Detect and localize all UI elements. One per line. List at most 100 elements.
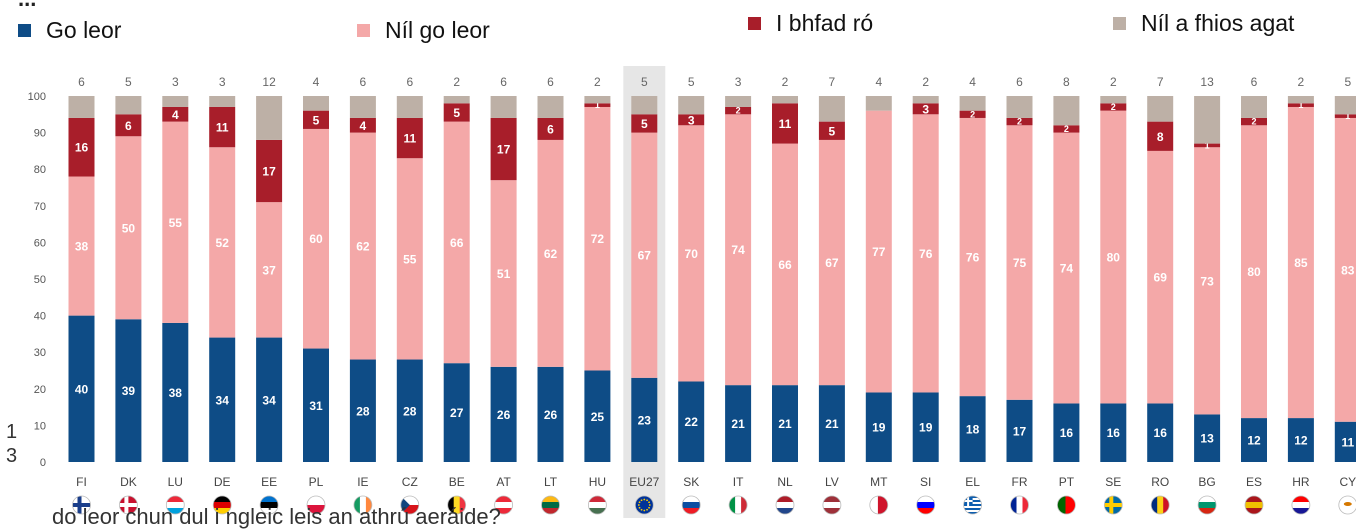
data-label: 62 bbox=[544, 247, 558, 261]
bar-segment-mt-0 bbox=[865, 392, 892, 462]
x-tick-label: CY bbox=[1339, 475, 1356, 489]
flag-icon-at bbox=[494, 495, 514, 515]
x-tick-label: RO bbox=[1151, 475, 1169, 489]
bar-segment-bg-2 bbox=[1194, 143, 1221, 148]
data-label: 5 bbox=[641, 117, 648, 131]
bar-segment-es-2 bbox=[1241, 117, 1267, 126]
flag-icon-es bbox=[1244, 495, 1264, 515]
data-label: 74 bbox=[731, 243, 745, 257]
data-label: 21 bbox=[731, 417, 745, 431]
bar-segment-hu-2 bbox=[584, 103, 611, 107]
flag-icon-pt bbox=[1057, 495, 1076, 515]
x-tick-label: NL bbox=[777, 475, 793, 489]
data-label: 16 bbox=[1060, 426, 1074, 440]
dont-know-label: 2 bbox=[594, 75, 601, 89]
bar-segment-si-3 bbox=[912, 96, 939, 104]
data-label: 12 bbox=[1247, 434, 1261, 448]
data-label: 12 bbox=[1294, 434, 1308, 448]
flag-icon-ro bbox=[1150, 495, 1170, 515]
bar-segment-bg-1 bbox=[1194, 147, 1221, 415]
bar-segment-cy-1 bbox=[1334, 117, 1356, 422]
bar-segment-fr-1 bbox=[1006, 125, 1033, 400]
bar-segment-es-1 bbox=[1241, 125, 1267, 419]
y-tick-label: 10 bbox=[34, 420, 46, 432]
bar-segment-cy-2 bbox=[1334, 114, 1356, 118]
bar-segment-eu27-0 bbox=[631, 377, 658, 462]
data-label: 70 bbox=[685, 247, 699, 261]
bar-segment-hr-2 bbox=[1287, 103, 1314, 107]
x-tick-label: AT bbox=[496, 475, 511, 489]
bar-segment-pl-3 bbox=[303, 96, 329, 111]
bar-segment-at-2 bbox=[490, 117, 517, 181]
data-label: 2 bbox=[1111, 102, 1116, 112]
bar-segment-cz-2 bbox=[396, 117, 423, 159]
dont-know-label: 4 bbox=[313, 75, 320, 89]
bar-segment-mt-1 bbox=[865, 110, 892, 393]
data-label: 6 bbox=[125, 119, 132, 133]
bar-segment-ie-2 bbox=[349, 117, 376, 133]
bar-segment-pl-0 bbox=[303, 348, 329, 462]
bar-segment-es-0 bbox=[1241, 418, 1267, 462]
flag-icon-bg bbox=[1197, 495, 1217, 515]
x-tick-label: PT bbox=[1059, 475, 1075, 489]
data-label: 67 bbox=[825, 256, 839, 270]
flag-icon-eu27 bbox=[634, 495, 654, 515]
bar-segment-se-3 bbox=[1100, 96, 1127, 104]
bar-segment-el-1 bbox=[959, 117, 986, 397]
data-label: 21 bbox=[825, 417, 839, 431]
data-label: 51 bbox=[497, 267, 511, 281]
dont-know-label: 13 bbox=[1200, 75, 1214, 89]
bar-segment-sk-3 bbox=[678, 96, 705, 115]
bar-segment-ie-0 bbox=[349, 359, 376, 462]
dont-know-label: 6 bbox=[406, 75, 413, 89]
bar-segment-bg-0 bbox=[1194, 414, 1221, 462]
legend-item-nil-go-leor: Níl go leor bbox=[357, 17, 490, 44]
data-label: 1 bbox=[1345, 111, 1350, 121]
flag-icon-si bbox=[916, 495, 936, 515]
bar-segment-lv-2 bbox=[818, 121, 845, 140]
data-label: 34 bbox=[262, 393, 276, 407]
bar-segment-si-0 bbox=[912, 392, 939, 462]
data-label: 3 bbox=[688, 113, 695, 127]
bar-segment-es-3 bbox=[1241, 96, 1267, 118]
flag-icon-mt bbox=[869, 495, 889, 515]
dont-know-label: 2 bbox=[1110, 75, 1117, 89]
data-label: 5 bbox=[829, 124, 836, 138]
bar-segment-at-0 bbox=[490, 366, 517, 462]
x-tick-label: HR bbox=[1292, 475, 1310, 489]
flag-icon-hu bbox=[588, 495, 607, 515]
bar-segment-it-1 bbox=[725, 114, 752, 386]
bar-segment-hu-0 bbox=[584, 370, 611, 462]
bar-segment-eu27-2 bbox=[631, 114, 658, 133]
bar-segment-hr-0 bbox=[1287, 418, 1314, 462]
data-label: 11 bbox=[216, 121, 229, 135]
data-label: 38 bbox=[169, 386, 183, 400]
data-label: 62 bbox=[356, 240, 370, 254]
data-label: 31 bbox=[309, 399, 323, 413]
data-label: 40 bbox=[75, 382, 89, 396]
data-label: 76 bbox=[966, 251, 980, 265]
bar-segment-at-3 bbox=[490, 96, 517, 118]
bar-segment-lu-0 bbox=[162, 322, 189, 462]
flag-icon-nl bbox=[775, 495, 795, 515]
bar-segment-pl-1 bbox=[303, 128, 329, 349]
bar-segment-dk-1 bbox=[115, 136, 142, 320]
y-tick-label: 40 bbox=[34, 311, 46, 323]
bar-segment-nl-1 bbox=[772, 143, 798, 386]
bar-segment-ee-3 bbox=[256, 96, 283, 140]
data-label: 2 bbox=[1251, 117, 1256, 127]
data-label: 1 bbox=[1298, 100, 1303, 110]
y-tick-label: 20 bbox=[34, 384, 46, 396]
bar-segment-cy-3 bbox=[1334, 96, 1356, 115]
bar-segment-ie-3 bbox=[349, 96, 376, 118]
bar-segment-fi-1 bbox=[68, 176, 95, 316]
data-label: 21 bbox=[778, 417, 792, 431]
x-tick-label: SE bbox=[1105, 475, 1121, 489]
y-tick-label: 70 bbox=[34, 201, 46, 213]
bar-segment-nl-0 bbox=[772, 385, 798, 462]
bar-segment-lt-3 bbox=[537, 96, 564, 118]
y-tick-label: 0 bbox=[40, 457, 46, 469]
flag-icon-it bbox=[728, 495, 748, 515]
x-tick-label: MT bbox=[870, 475, 888, 489]
